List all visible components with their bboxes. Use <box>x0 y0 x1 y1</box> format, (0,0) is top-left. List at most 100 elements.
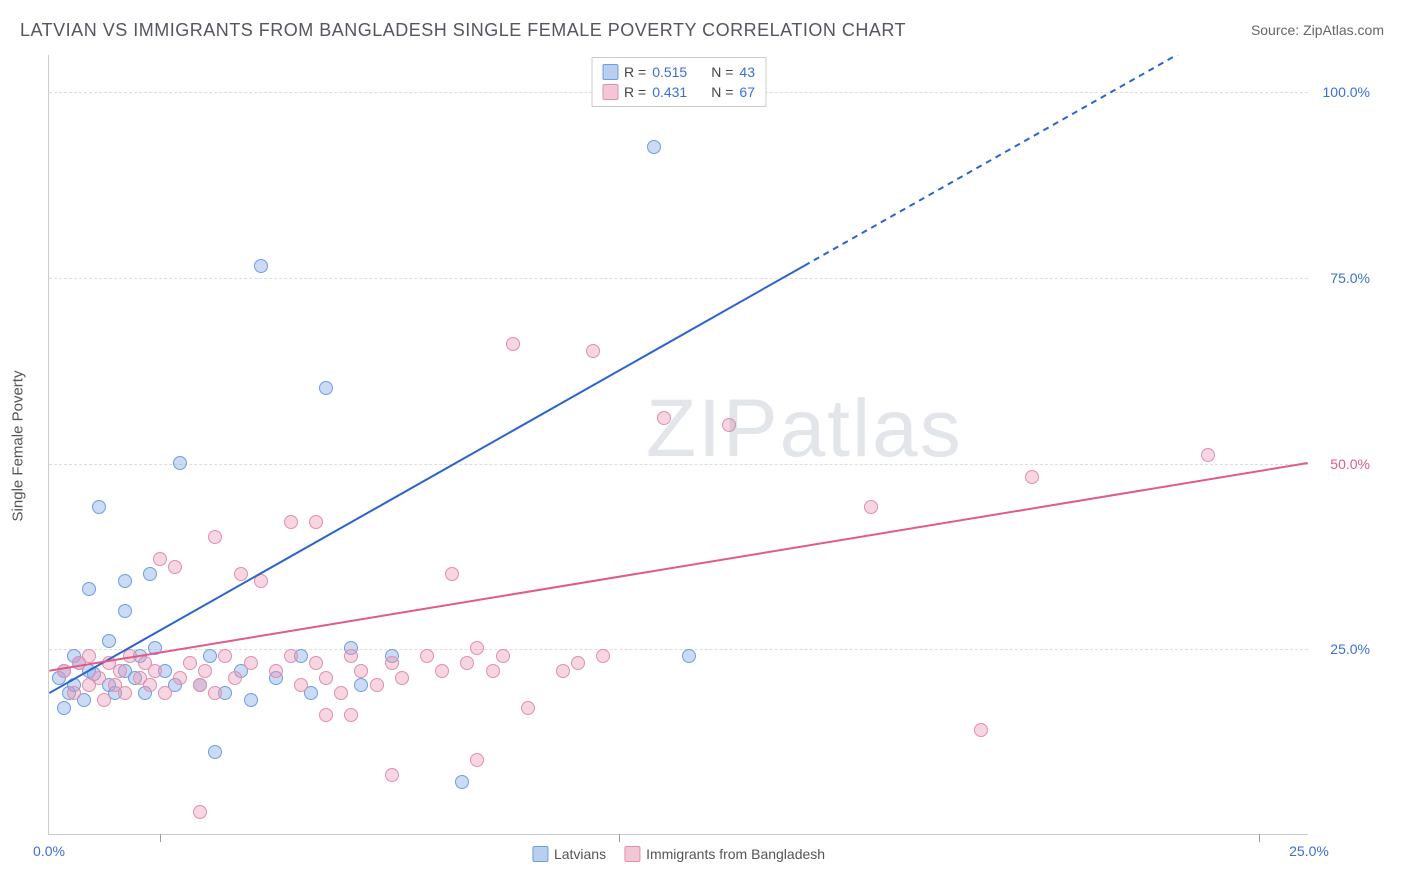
data-point <box>354 664 368 678</box>
watermark: ZIPatlas <box>646 382 963 476</box>
legend-r-label: R = <box>624 64 646 80</box>
legend-item: Latvians <box>532 846 606 862</box>
data-point <box>82 649 96 663</box>
gridline <box>49 649 1308 650</box>
trend-lines <box>49 55 1308 834</box>
data-point <box>57 701 71 715</box>
legend-stats: R = 0.515 N = 43 R = 0.431 N = 67 <box>591 57 766 107</box>
data-point <box>1025 470 1039 484</box>
data-point <box>722 418 736 432</box>
data-point <box>435 664 449 678</box>
x-tick <box>1259 834 1260 842</box>
data-point <box>294 678 308 692</box>
trend-line-dashed <box>804 55 1307 266</box>
gridline <box>49 464 1308 465</box>
data-point <box>57 664 71 678</box>
y-tick-label: 50.0% <box>1330 456 1370 472</box>
data-point <box>496 649 510 663</box>
legend-stat-row: R =0.515N =43 <box>602 62 755 82</box>
data-point <box>97 693 111 707</box>
data-point <box>309 656 323 670</box>
data-point <box>506 337 520 351</box>
x-tick <box>160 834 161 842</box>
data-point <box>385 768 399 782</box>
data-point <box>586 344 600 358</box>
data-point <box>168 560 182 574</box>
legend-label: Latvians <box>554 846 606 862</box>
y-tick-label: 75.0% <box>1330 270 1370 286</box>
data-point <box>148 664 162 678</box>
legend-r-value: 0.515 <box>652 64 687 80</box>
data-point <box>208 745 222 759</box>
data-point <box>370 678 384 692</box>
data-point <box>148 641 162 655</box>
data-point <box>198 664 212 678</box>
data-point <box>521 701 535 715</box>
x-tick <box>619 834 620 842</box>
legend-n-label: N = <box>711 84 733 100</box>
data-point <box>319 708 333 722</box>
data-point <box>596 649 610 663</box>
data-point <box>118 574 132 588</box>
data-point <box>385 656 399 670</box>
data-point <box>67 686 81 700</box>
data-point <box>420 649 434 663</box>
legend-r-label: R = <box>624 84 646 100</box>
gridline <box>49 278 1308 279</box>
data-point <box>470 753 484 767</box>
data-point <box>92 500 106 514</box>
legend-series: Latvians Immigrants from Bangladesh <box>532 846 825 862</box>
data-point <box>208 686 222 700</box>
legend-swatch <box>624 846 640 862</box>
data-point <box>354 678 368 692</box>
y-tick-label: 25.0% <box>1330 641 1370 657</box>
data-point <box>244 656 258 670</box>
data-point <box>143 567 157 581</box>
data-point <box>344 708 358 722</box>
legend-n-value: 43 <box>739 64 755 80</box>
legend-r-value: 0.431 <box>652 84 687 100</box>
data-point <box>203 649 217 663</box>
data-point <box>254 574 268 588</box>
data-point <box>208 530 222 544</box>
data-point <box>571 656 585 670</box>
data-point <box>158 686 172 700</box>
legend-swatch <box>602 84 618 100</box>
chart-title: LATVIAN VS IMMIGRANTS FROM BANGLADESH SI… <box>20 20 906 41</box>
data-point <box>344 649 358 663</box>
data-point <box>113 664 127 678</box>
data-point <box>193 678 207 692</box>
legend-n-value: 67 <box>739 84 755 100</box>
data-point <box>657 411 671 425</box>
trend-line <box>49 266 804 693</box>
legend-swatch <box>532 846 548 862</box>
data-point <box>319 381 333 395</box>
data-point <box>193 805 207 819</box>
data-point <box>486 664 500 678</box>
data-point <box>334 686 348 700</box>
legend-stat-row: R = 0.431 N = 67 <box>602 82 755 102</box>
legend-label: Immigrants from Bangladesh <box>646 846 825 862</box>
data-point <box>102 634 116 648</box>
data-point <box>244 693 258 707</box>
data-point <box>445 567 459 581</box>
data-point <box>269 664 283 678</box>
plot-area: ZIPatlas R =0.515N =43R =0.431N =67 Latv… <box>48 55 1308 835</box>
data-point <box>173 456 187 470</box>
watermark-atlas: atlas <box>780 383 963 474</box>
data-point <box>153 552 167 566</box>
y-axis-label: Single Female Poverty <box>10 371 27 522</box>
data-point <box>92 671 106 685</box>
data-point <box>682 649 696 663</box>
legend-item: Immigrants from Bangladesh <box>624 846 825 862</box>
data-point <box>647 140 661 154</box>
data-point <box>460 656 474 670</box>
data-point <box>254 259 268 273</box>
data-point <box>395 671 409 685</box>
data-point <box>1201 448 1215 462</box>
data-point <box>183 656 197 670</box>
watermark-zip: ZIP <box>646 383 780 474</box>
data-point <box>228 671 242 685</box>
data-point <box>319 671 333 685</box>
data-point <box>284 649 298 663</box>
